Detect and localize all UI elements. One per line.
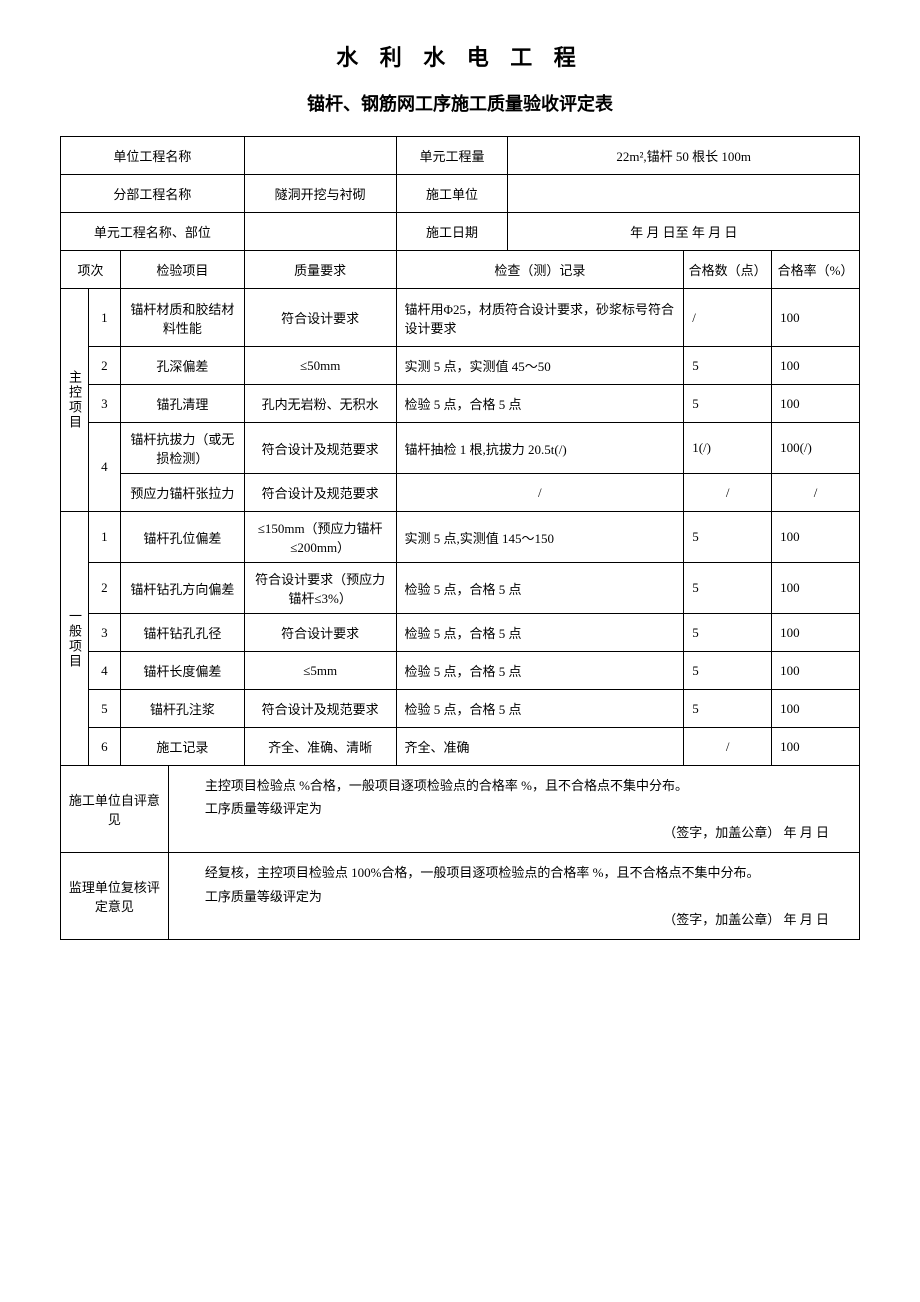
- table-cell: 锚杆孔注浆: [120, 690, 244, 728]
- table-row: 3: [88, 385, 120, 423]
- table-row: 1: [88, 512, 120, 563]
- table-cell: 5: [684, 614, 772, 652]
- table-cell: 施工记录: [120, 728, 244, 766]
- unit-name-value: [244, 213, 396, 251]
- main-title: 水 利 水 电 工 程: [60, 40, 860, 72]
- table-row: 4: [88, 652, 120, 690]
- group-main-label: 主控项目: [61, 289, 89, 512]
- table-cell: 检验 5 点，合格 5 点: [396, 563, 684, 614]
- evaluation-table: 单位工程名称 单元工程量 22m²,锚杆 50 根长 100m 分部工程名称 隧…: [60, 136, 860, 940]
- table-cell: 符合设计及规范要求: [244, 474, 396, 512]
- table-cell: 齐全、准确: [396, 728, 684, 766]
- table-cell: 5: [684, 385, 772, 423]
- table-cell: 100: [772, 563, 860, 614]
- table-cell: 符合设计及规范要求: [244, 423, 396, 474]
- sub-project-label: 分部工程名称: [61, 175, 245, 213]
- col-req: 质量要求: [244, 251, 396, 289]
- table-cell: 5: [684, 690, 772, 728]
- col-pass-count: 合格数（点）: [684, 251, 772, 289]
- unit-qty-value: 22m²,锚杆 50 根长 100m: [508, 137, 860, 175]
- table-cell: ≤5mm: [244, 652, 396, 690]
- table-cell: 锚杆钻孔方向偏差: [120, 563, 244, 614]
- table-cell: 符合设计及规范要求: [244, 690, 396, 728]
- table-cell: 100: [772, 728, 860, 766]
- table-cell: 1(/): [684, 423, 772, 474]
- table-cell: 实测 5 点,实测值 145～150: [396, 512, 684, 563]
- table-cell: 孔深偏差: [120, 347, 244, 385]
- table-cell: 符合设计要求: [244, 289, 396, 347]
- opinion1-line2: 工序质量等级评定为: [179, 797, 849, 820]
- table-row: 5: [88, 690, 120, 728]
- opinion2-line1: 经复核，主控项目检验点 100%合格，一般项目逐项检验点的合格率 %，且不合格点…: [179, 861, 849, 884]
- table-cell: 实测 5 点，实测值 45～50: [396, 347, 684, 385]
- unit-project-label: 单位工程名称: [61, 137, 245, 175]
- opinion1-label: 施工单位自评意见: [61, 766, 169, 853]
- unit-qty-label: 单元工程量: [396, 137, 508, 175]
- opinion2-label: 监理单位复核评定意见: [61, 853, 169, 940]
- opinion2-line2: 工序质量等级评定为: [179, 885, 849, 908]
- table-cell: /: [396, 474, 684, 512]
- table-row: 4: [88, 423, 120, 512]
- table-cell: 5: [684, 347, 772, 385]
- construct-date-label: 施工日期: [396, 213, 508, 251]
- table-cell: ≤50mm: [244, 347, 396, 385]
- table-cell: 5: [684, 512, 772, 563]
- table-cell: /: [684, 728, 772, 766]
- table-cell: 锚杆材质和胶结材料性能: [120, 289, 244, 347]
- table-cell: 锚杆钻孔孔径: [120, 614, 244, 652]
- construct-unit-label: 施工单位: [396, 175, 508, 213]
- table-cell: 100: [772, 289, 860, 347]
- col-seq: 项次: [61, 251, 121, 289]
- table-cell: 100: [772, 614, 860, 652]
- table-cell: 检验 5 点，合格 5 点: [396, 614, 684, 652]
- group-general-label: 一般项目: [61, 512, 89, 766]
- table-cell: /: [684, 289, 772, 347]
- table-cell: 检验 5 点，合格 5 点: [396, 652, 684, 690]
- table-cell: 100: [772, 690, 860, 728]
- table-row: 6: [88, 728, 120, 766]
- unit-name-label: 单元工程名称、部位: [61, 213, 245, 251]
- opinion2-sig: （签字，加盖公章） 年 月 日: [179, 908, 849, 931]
- opinion1-line1: 主控项目检验点 %合格，一般项目逐项检验点的合格率 %，且不合格点不集中分布。: [179, 774, 849, 797]
- table-cell: 100: [772, 652, 860, 690]
- unit-project-value: [244, 137, 396, 175]
- table-cell: 100: [772, 347, 860, 385]
- table-cell: 锚杆用Φ25，材质符合设计要求，砂浆标号符合设计要求: [396, 289, 684, 347]
- construct-date-value: 年 月 日至 年 月 日: [508, 213, 860, 251]
- table-cell: 锚孔清理: [120, 385, 244, 423]
- table-cell: 符合设计要求: [244, 614, 396, 652]
- table-cell: /: [772, 474, 860, 512]
- col-item: 检验项目: [120, 251, 244, 289]
- table-cell: 检验 5 点，合格 5 点: [396, 690, 684, 728]
- table-cell: 孔内无岩粉、无积水: [244, 385, 396, 423]
- table-row: 2: [88, 347, 120, 385]
- table-row: 3: [88, 614, 120, 652]
- col-record: 检查（测）记录: [396, 251, 684, 289]
- opinion1-sig: （签字，加盖公章） 年 月 日: [179, 821, 849, 844]
- table-cell: 锚杆长度偏差: [120, 652, 244, 690]
- table-cell: 100: [772, 512, 860, 563]
- table-cell: 预应力锚杆张拉力: [120, 474, 244, 512]
- col-pass-rate: 合格率（%）: [772, 251, 860, 289]
- table-cell: 检验 5 点，合格 5 点: [396, 385, 684, 423]
- table-cell: 100(/): [772, 423, 860, 474]
- construct-unit-value: [508, 175, 860, 213]
- table-cell: 5: [684, 563, 772, 614]
- table-cell: 符合设计要求（预应力锚杆≤3%）: [244, 563, 396, 614]
- opinion1-content: 主控项目检验点 %合格，一般项目逐项检验点的合格率 %，且不合格点不集中分布。 …: [168, 766, 859, 853]
- sub-project-value: 隧洞开挖与衬砌: [244, 175, 396, 213]
- table-row: 1: [88, 289, 120, 347]
- table-cell: 5: [684, 652, 772, 690]
- table-cell: ≤150mm（预应力锚杆≤200mm）: [244, 512, 396, 563]
- opinion2-content: 经复核，主控项目检验点 100%合格，一般项目逐项检验点的合格率 %，且不合格点…: [168, 853, 859, 940]
- table-row: 2: [88, 563, 120, 614]
- table-cell: 100: [772, 385, 860, 423]
- table-cell: 齐全、准确、清晰: [244, 728, 396, 766]
- table-cell: /: [684, 474, 772, 512]
- table-cell: 锚杆孔位偏差: [120, 512, 244, 563]
- table-cell: 锚杆抗拔力（或无损检测）: [120, 423, 244, 474]
- sub-title: 锚杆、钢筋网工序施工质量验收评定表: [60, 90, 860, 116]
- table-cell: 锚杆抽检 1 根,抗拔力 20.5t(/): [396, 423, 684, 474]
